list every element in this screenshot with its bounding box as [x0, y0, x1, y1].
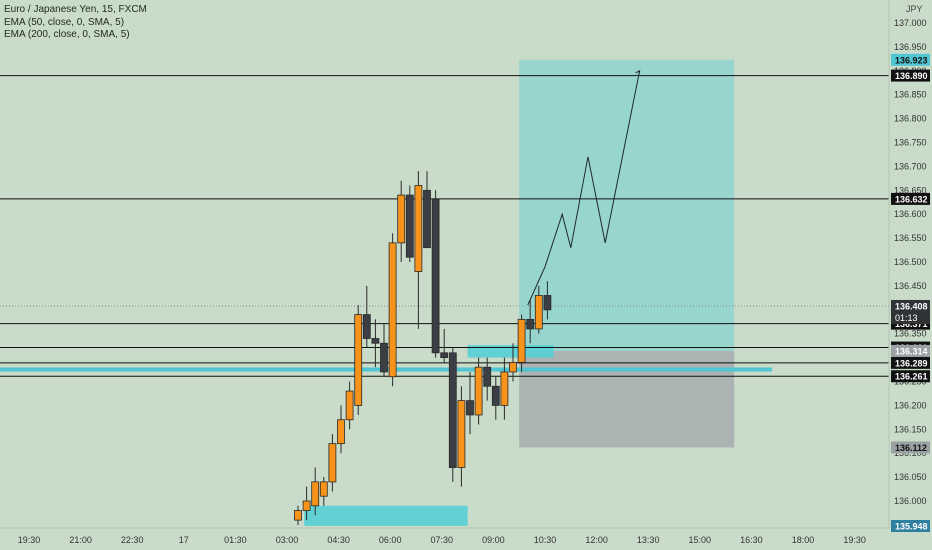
price-tick-label: 136.050: [894, 472, 927, 482]
entry-price-label: 136.314: [895, 346, 928, 356]
candle[interactable]: [500, 371, 509, 406]
price-tick-label: 136.950: [894, 42, 927, 52]
level-price-label-bg: [891, 356, 930, 369]
time-tick-label: 16:30: [740, 535, 763, 545]
price-tick-label: 136.800: [894, 114, 927, 124]
bottom-price-label: 135.948: [895, 522, 928, 532]
time-tick-label: 12:00: [585, 535, 608, 545]
symbol-title: Euro / Japanese Yen, 15, FXCM: [4, 4, 147, 15]
time-tick-label: 01:30: [224, 535, 247, 545]
price-tick-label: 136.000: [894, 496, 927, 506]
candle[interactable]: [302, 500, 311, 511]
time-tick-label: 10:30: [534, 535, 557, 545]
demand-zone[interactable]: [304, 505, 468, 526]
candle[interactable]: [466, 400, 474, 416]
time-tick-label: 19:30: [18, 535, 41, 545]
level-price-label: 136.890: [895, 71, 928, 81]
currency-label: JPY: [906, 4, 923, 14]
candle[interactable]: [337, 419, 345, 445]
price-tick-label: 136.600: [894, 209, 927, 219]
candle[interactable]: [526, 318, 535, 330]
ema-50-legend[interactable]: EMA (50, close, 0, SMA, 5): [4, 16, 125, 28]
stop-price-label: 136.112: [895, 443, 927, 453]
price-tick-label: 136.550: [894, 233, 927, 243]
projection-path[interactable]: [527, 70, 641, 306]
time-tick-label: 21:00: [69, 535, 92, 545]
target-zone[interactable]: [519, 59, 735, 351]
level-price-label-bg: [891, 192, 930, 205]
price-tick-label: 136.850: [894, 90, 927, 100]
candle[interactable]: [517, 318, 526, 363]
candle[interactable]: [294, 510, 302, 521]
stop-price-label-bg: [891, 441, 930, 454]
target-price-label: 136.923: [895, 55, 928, 65]
level-price-label: 136.371: [895, 319, 928, 329]
price-tick-label: 136.450: [894, 281, 927, 291]
candle[interactable]: [354, 314, 363, 406]
price-tick-label: 136.200: [894, 400, 927, 410]
time-tick-label: 19:30: [843, 535, 866, 545]
countdown-label: 01:13: [895, 313, 918, 323]
level-price-label: 136.632: [895, 194, 928, 204]
candle[interactable]: [388, 242, 397, 378]
price-tick-label: 136.500: [894, 257, 927, 267]
candle[interactable]: [440, 352, 449, 359]
price-tick-label: 136.700: [894, 161, 927, 171]
time-tick-label: 18:00: [792, 535, 815, 545]
candle[interactable]: [474, 366, 483, 416]
level-price-label-bg: [891, 370, 930, 383]
candle[interactable]: [319, 481, 328, 497]
time-tick-label: 04:30: [327, 535, 350, 545]
time-tick-label: 13:30: [637, 535, 660, 545]
demand-zone[interactable]: [467, 345, 554, 358]
candle[interactable]: [380, 342, 388, 373]
time-tick-label: 17: [179, 535, 189, 545]
candle[interactable]: [345, 390, 354, 421]
candle[interactable]: [423, 189, 431, 249]
time-tick-label: 03:00: [276, 535, 299, 545]
candle[interactable]: [414, 185, 423, 272]
stop-zone[interactable]: [519, 350, 735, 448]
entry-price-label-bg: [891, 344, 930, 357]
current-price-label-bg: [891, 299, 930, 324]
candle[interactable]: [397, 194, 406, 244]
price-tick-label: 137.000: [894, 18, 927, 28]
ema-200-legend[interactable]: EMA (200, close, 0, SMA, 5): [4, 29, 130, 40]
candle[interactable]: [491, 385, 500, 406]
projection-arrowhead: [635, 69, 641, 76]
bottom-price-label-bg: [891, 520, 930, 532]
candle[interactable]: [405, 194, 414, 258]
candle[interactable]: [431, 199, 440, 354]
price-tick-label: 136.750: [894, 138, 927, 148]
candle[interactable]: [371, 338, 380, 344]
level-price-label-bg: [891, 69, 930, 82]
candle[interactable]: [534, 295, 543, 330]
time-tick-label: 15:00: [689, 535, 712, 545]
time-tick-label: 06:00: [379, 535, 402, 545]
candle[interactable]: [448, 352, 457, 468]
candle[interactable]: [509, 361, 517, 373]
price-tick-label: 136.350: [894, 329, 927, 339]
candle[interactable]: [483, 366, 492, 387]
candle[interactable]: [457, 400, 466, 468]
chart-legend: Euro / Japanese Yen, 15, FXCM EMA (50, c…: [4, 4, 147, 42]
candle[interactable]: [328, 443, 337, 483]
target-price-label-bg: [891, 53, 930, 66]
price-tick-label: 136.150: [894, 424, 927, 434]
price-tick-label: 136.650: [894, 185, 927, 195]
candle[interactable]: [311, 481, 320, 507]
time-tick-label: 09:00: [482, 535, 505, 545]
level-price-label: 136.289: [895, 358, 928, 368]
level-price-label: 136.261: [895, 372, 928, 382]
time-tick-label: 07:30: [431, 535, 454, 545]
candle[interactable]: [543, 295, 552, 311]
time-tick-label: 22:30: [121, 535, 144, 545]
candle[interactable]: [362, 314, 371, 339]
current-price-label: 136.408: [895, 301, 928, 311]
